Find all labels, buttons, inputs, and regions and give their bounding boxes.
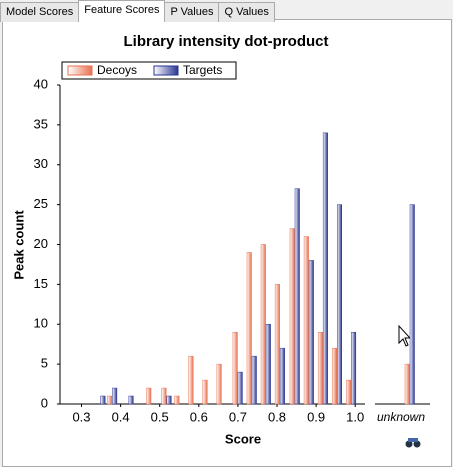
x-tick-label: 0.5 [151,409,169,424]
bar [317,331,323,405]
x-tick-label: 0.6 [190,409,208,424]
y-tick-label: 40 [34,76,48,91]
x-tick-label: 0.3 [72,409,90,424]
bar [336,204,342,405]
bar [260,244,266,405]
tab[interactable]: Q Values [218,2,275,22]
bar [216,363,222,405]
bar [294,188,300,405]
bar [246,252,252,405]
bar [303,236,309,405]
legend-label: Targets [183,63,222,77]
bar [265,324,271,405]
y-tick-label: 5 [41,356,48,371]
x-tick-label: 0.9 [307,409,325,424]
bar [112,387,118,405]
bar [331,347,337,405]
bar [279,347,285,405]
tab[interactable]: Model Scores [0,2,80,22]
x-tick-label: 0.7 [229,409,247,424]
x-tick-label: 1.0 [346,409,364,424]
x-tick-label: 0.4 [112,409,130,424]
legend-swatch [153,65,179,76]
y-tick-label: 0 [41,395,48,410]
bar [174,395,180,405]
y-tick-label: 25 [34,196,48,211]
extra-category-label: unknown [377,410,425,424]
bar [166,395,172,405]
cursor [398,324,412,347]
bar [128,395,134,405]
bar [146,387,152,405]
bar-extra [404,363,410,405]
x-axis-label: Score [225,431,261,446]
y-tick-label: 20 [34,236,48,251]
search-icon[interactable] [405,438,421,448]
bar [107,395,113,405]
tab-bar: Model Scores Feature Scores P Values Q Valu… [0,0,275,22]
bar [251,355,257,405]
bar [237,371,243,405]
bar [351,331,357,405]
tab[interactable]: P Values [164,2,220,22]
chart-title: Library intensity dot-product [123,33,328,50]
bar [161,387,167,405]
legend-box [61,61,237,80]
bar [232,331,238,405]
y-tick-label: 30 [34,156,48,171]
y-tick-label: 10 [34,316,48,331]
bar [346,379,352,405]
bar [308,260,314,405]
tab-panel [2,19,452,467]
legend-swatch [67,65,93,76]
bar-extra [409,204,415,405]
y-tick-label: 35 [34,116,48,131]
bar [289,228,295,405]
bar [188,355,194,405]
bar [100,395,106,405]
y-tick-label: 15 [34,276,48,291]
legend-label: Decoys [97,63,137,77]
tab[interactable]: Feature Scores [78,0,166,22]
bar [274,284,280,405]
y-axis-label: Peak count [11,210,26,280]
bar [322,132,328,405]
bar [202,379,208,405]
x-tick-label: 0.8 [268,409,286,424]
